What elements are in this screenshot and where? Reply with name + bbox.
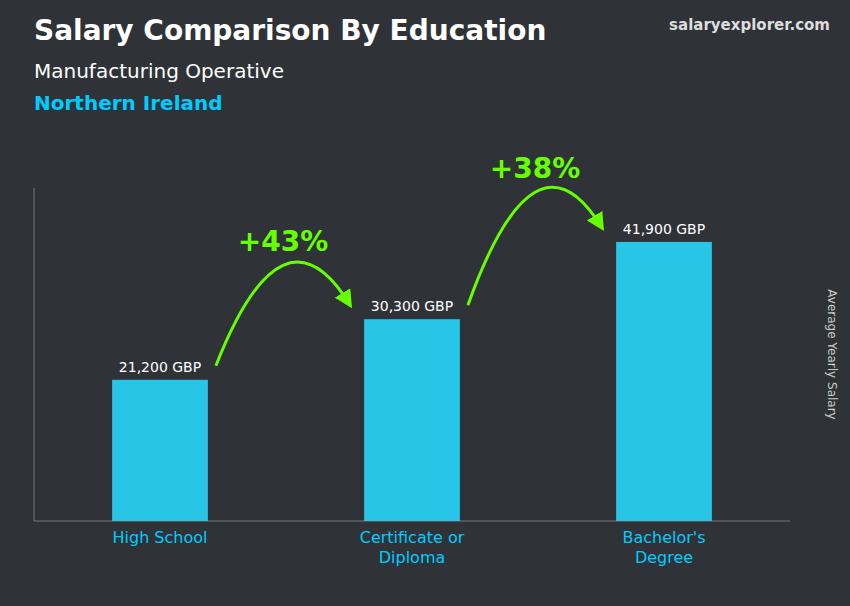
data-label: 21,200 GBP xyxy=(119,359,201,375)
category-label-line: Certificate or xyxy=(360,528,465,547)
annotation: +38% xyxy=(490,152,580,185)
annotation: +43% xyxy=(238,225,328,258)
bars xyxy=(112,242,712,521)
y-axis-label: Average Yearly Salary xyxy=(825,289,839,419)
growth-arrow xyxy=(216,262,350,366)
data-label: 30,300 GBP xyxy=(371,298,453,314)
chart-svg: Salary Comparison By Education Manufactur… xyxy=(0,0,850,606)
category-label-line: High School xyxy=(113,528,208,547)
growth-arrow xyxy=(468,187,602,305)
location: Northern Ireland xyxy=(34,91,223,115)
category-label: Bachelor'sDegree xyxy=(622,528,705,567)
bar xyxy=(616,242,712,521)
bar xyxy=(112,380,208,521)
data-label: 41,900 GBP xyxy=(623,221,705,237)
y-axis-line xyxy=(34,188,35,521)
source: salaryexplorer.com xyxy=(669,16,830,34)
bar xyxy=(364,319,460,521)
category-label: Certificate orDiploma xyxy=(360,528,465,567)
category-label: High School xyxy=(113,528,208,547)
category-label-line: Bachelor's xyxy=(622,528,705,547)
category-label-line: Degree xyxy=(635,548,693,567)
category-label-line: Diploma xyxy=(379,548,446,567)
title: Salary Comparison By Education xyxy=(34,14,546,47)
subtitle: Manufacturing Operative xyxy=(34,59,284,83)
